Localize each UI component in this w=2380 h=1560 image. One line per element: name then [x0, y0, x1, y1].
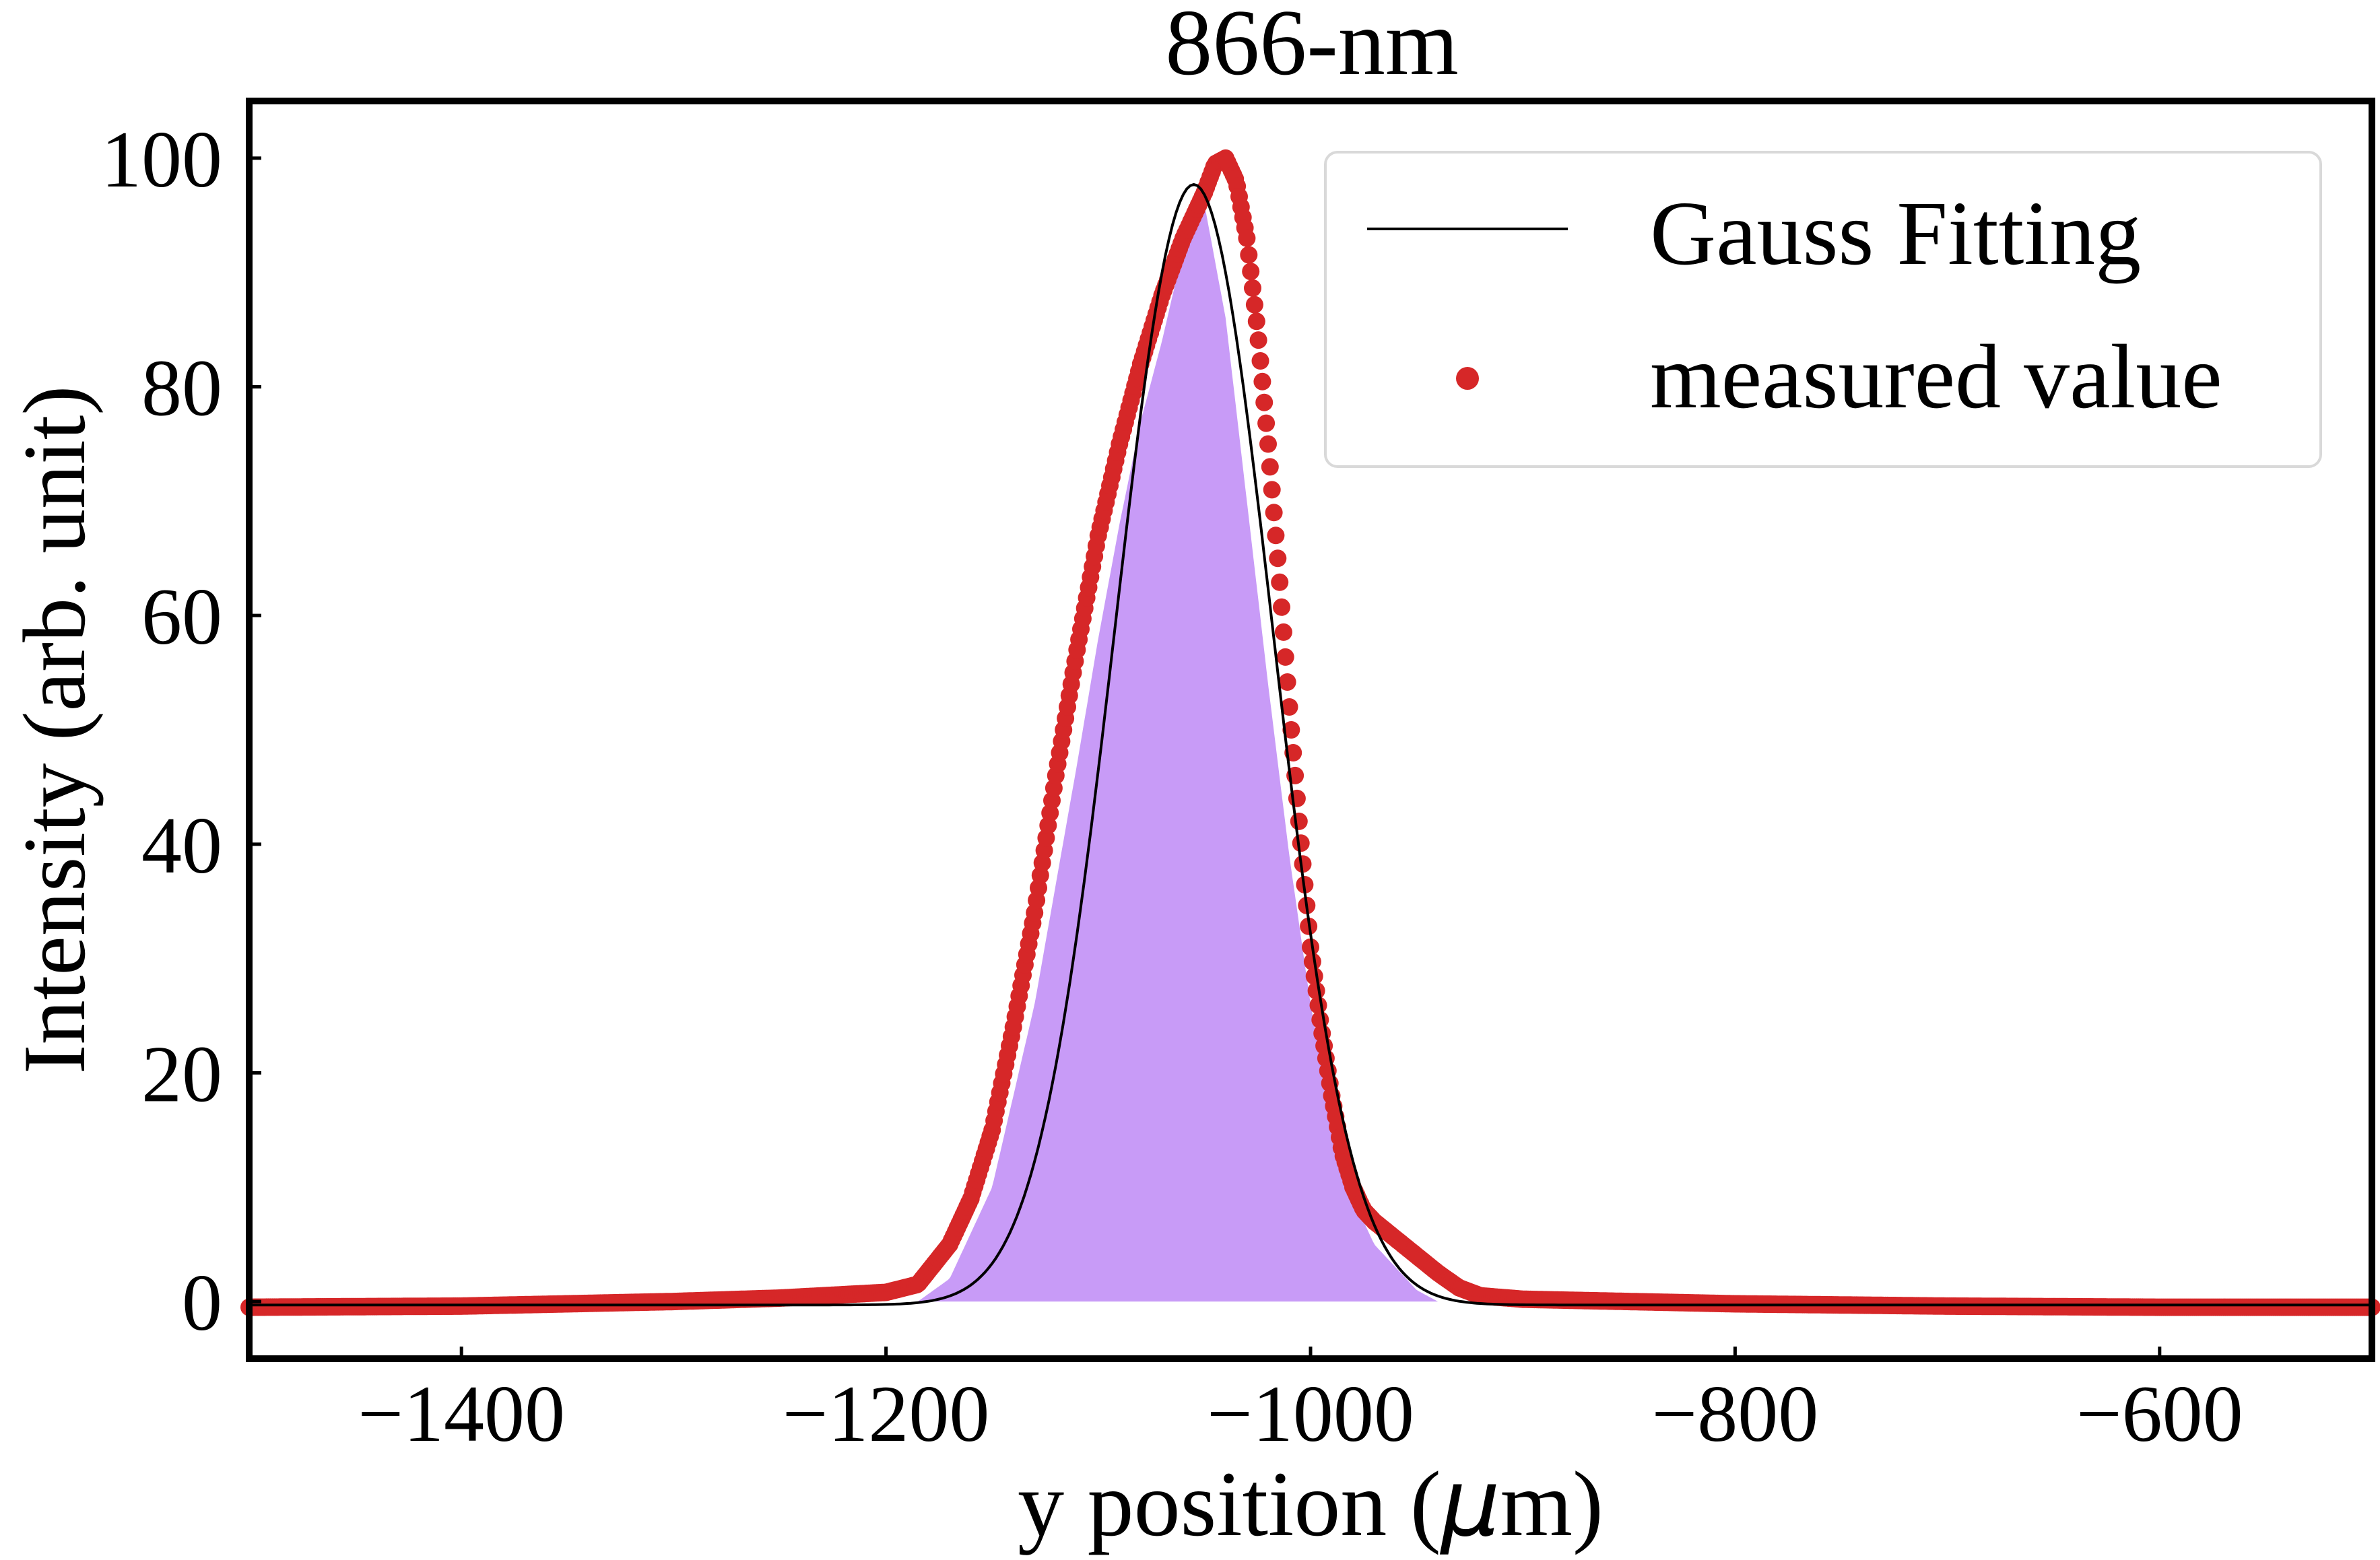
data-point [1271, 573, 1289, 591]
x-axis-label-prefix: y position ( [1018, 1452, 1441, 1555]
legend-dot-marker [1456, 367, 1479, 390]
data-point [1255, 393, 1274, 411]
x-tick-label: −1000 [1207, 1369, 1414, 1458]
data-point [1245, 296, 1263, 314]
data-point [1282, 721, 1300, 739]
data-point [1263, 481, 1281, 499]
x-tick-label: −800 [1652, 1369, 1819, 1458]
data-point [1242, 263, 1260, 281]
data-point [1292, 834, 1310, 852]
y-axis-label: Intensity (arb. unit) [5, 386, 104, 1075]
x-axis-ticks: −1400 −1200 −1000 −800 −600 [358, 1347, 2243, 1458]
y-tick-label: 100 [101, 114, 222, 204]
data-point [1267, 527, 1285, 545]
data-point [1273, 598, 1290, 616]
data-point [1280, 698, 1298, 716]
data-point [1240, 246, 1258, 264]
data-point [1244, 279, 1261, 297]
data-point [1251, 352, 1269, 370]
filled-profile [917, 205, 1439, 1302]
gauss-fit-line [249, 182, 2372, 1307]
x-axis-label: y position (μm) [1018, 1449, 1604, 1557]
data-point [1259, 435, 1277, 453]
data-point [1290, 812, 1308, 830]
y-tick-label: 60 [141, 572, 222, 661]
legend-box [1324, 151, 2322, 468]
legend-label-measured-value: measured value [1650, 327, 2222, 428]
data-point [1253, 372, 1271, 391]
data-point [1274, 623, 1292, 641]
y-tick-label: 0 [182, 1258, 222, 1347]
data-point [1303, 953, 1321, 971]
data-point [1278, 673, 1296, 691]
x-axis-label-unit: m) [1500, 1452, 1604, 1555]
data-point [1261, 458, 1279, 476]
data-point [1302, 938, 1319, 956]
y-tick-label: 40 [141, 801, 222, 890]
chart-title: 866-nm [1165, 0, 1459, 95]
data-point [1265, 504, 1283, 522]
measured-points [240, 149, 2380, 1316]
y-axis-ticks: 0 20 40 60 80 100 [101, 114, 261, 1347]
x-tick-label: −600 [2076, 1369, 2243, 1458]
y-tick-label: 20 [141, 1029, 222, 1118]
x-tick-label: −1200 [783, 1369, 990, 1458]
legend-label-gauss-fitting: Gauss Fitting [1650, 183, 2141, 284]
data-point [1238, 229, 1256, 247]
x-axis-label-mu: μ [1440, 1449, 1500, 1557]
legend: Gauss Fitting measured value [1324, 151, 2322, 468]
data-point [1249, 331, 1267, 349]
x-tick-label: −1400 [358, 1369, 565, 1458]
data-point [1276, 648, 1294, 666]
data-point [1247, 312, 1265, 331]
data-point [1257, 414, 1276, 432]
y-tick-label: 80 [141, 343, 222, 433]
data-point [1269, 549, 1287, 568]
data-point [1294, 855, 1312, 873]
